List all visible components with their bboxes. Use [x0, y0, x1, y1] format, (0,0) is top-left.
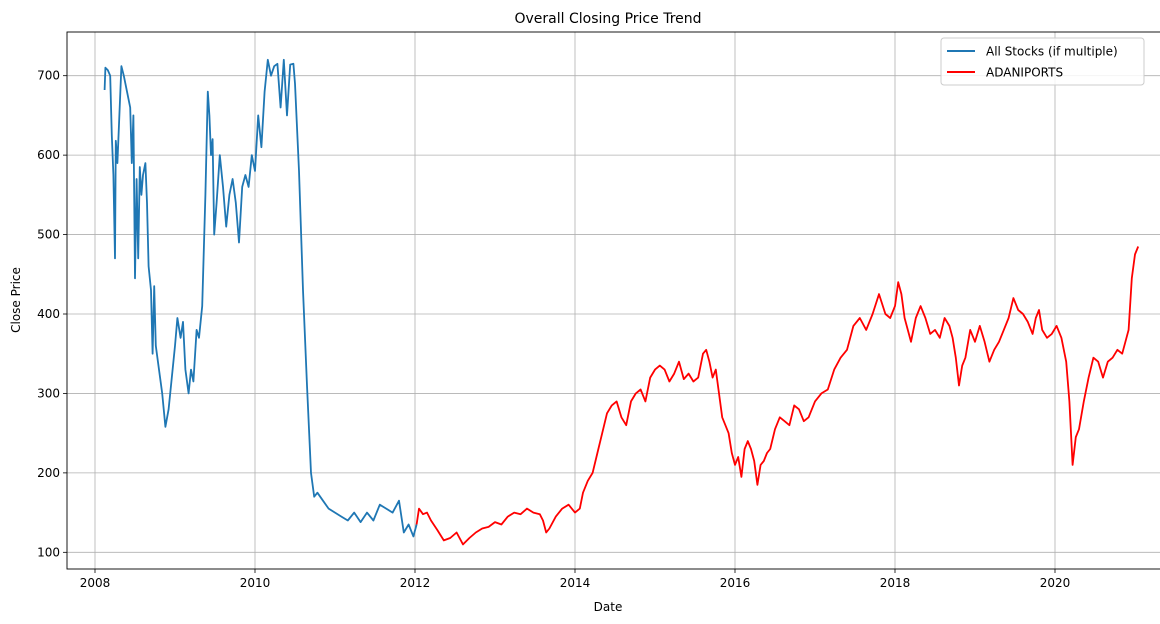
x-tick-label: 2020	[1040, 576, 1071, 590]
x-tick-label: 2008	[80, 576, 111, 590]
legend-label-all-stocks: All Stocks (if multiple)	[986, 45, 1118, 59]
y-tick-label: 300	[37, 386, 60, 400]
y-tick-label: 600	[37, 148, 60, 162]
y-tick-label: 100	[37, 545, 60, 559]
series-layer	[103, 58, 1140, 546]
legend: All Stocks (if multiple) ADANIPORTS	[940, 37, 1145, 86]
y-axis: 100 200 300 400 500 600 700	[37, 69, 67, 559]
series-line-1	[415, 246, 1140, 546]
y-tick-label: 700	[37, 69, 60, 83]
plot-frame	[66, 31, 1160, 570]
x-tick-label: 2010	[240, 576, 271, 590]
y-tick-label: 500	[37, 228, 60, 242]
y-axis-label: Close Price	[9, 267, 23, 333]
x-tick-label: 2018	[880, 576, 911, 590]
y-tick-label: 400	[37, 307, 60, 321]
x-tick-label: 2014	[560, 576, 591, 590]
x-tick-label: 2016	[720, 576, 751, 590]
x-axis-label: Date	[594, 600, 623, 614]
legend-label-adaniports: ADANIPORTS	[986, 66, 1063, 80]
x-tick-label: 2012	[400, 576, 431, 590]
y-tick-label: 200	[37, 466, 60, 480]
x-axis: 2008 2010 2012 2014 2016 2018 2020	[80, 569, 1071, 590]
legend-box	[940, 37, 1145, 86]
series-line-0	[103, 58, 418, 538]
chart-title: Overall Closing Price Trend	[514, 11, 701, 27]
